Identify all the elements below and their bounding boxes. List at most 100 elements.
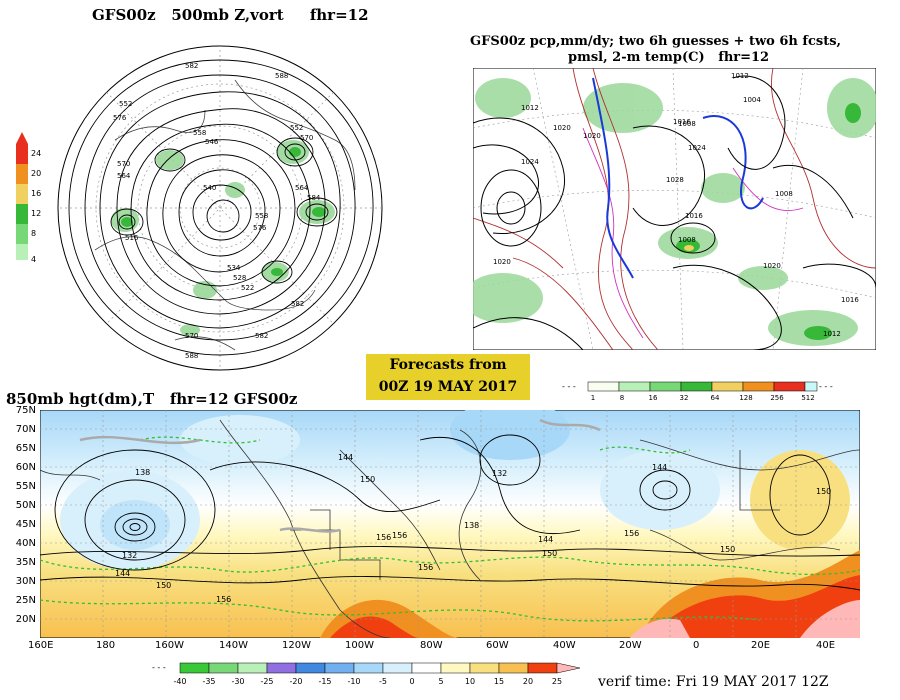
- height-contour-label: 570: [185, 332, 198, 340]
- height-label: 144: [338, 453, 353, 462]
- colorbar-label: 24: [31, 149, 41, 158]
- map-850mb: 138 144 150 144 132 156 132 144 156 150 …: [40, 410, 860, 638]
- lon-label: 160W: [155, 640, 184, 651]
- colorbar-label: 256: [770, 394, 784, 402]
- lon-label: 120W: [282, 640, 311, 651]
- lon-label: 100W: [345, 640, 374, 651]
- lon-label: 160E: [28, 640, 54, 651]
- height-label: 150: [542, 549, 557, 558]
- isobar-label: 1008: [678, 236, 696, 244]
- colorbar-swatch: [804, 381, 818, 392]
- colorbar-swatch: [742, 381, 775, 392]
- isobar-label: 1024: [521, 158, 539, 166]
- svg-text:- - -: - - -: [819, 382, 833, 391]
- lat-label: 20N: [15, 614, 36, 625]
- lat-label: 60N: [15, 462, 36, 473]
- colorbar-label: 16: [649, 394, 658, 402]
- colorbar-label: -15: [318, 677, 331, 686]
- isobar-label: 1016: [673, 118, 691, 126]
- height-contour-label: 582: [291, 300, 304, 308]
- lon-label: 140W: [219, 640, 248, 651]
- colorbar-swatch: [587, 381, 620, 392]
- height-contour-label: 558: [255, 212, 268, 220]
- colorbar-swatch: [649, 381, 682, 392]
- height-contour-label: 582: [185, 62, 198, 70]
- lat-label: 30N: [15, 576, 36, 587]
- polar-stereo-map: 582 588 552 576 570 564 540 558 546 534 …: [57, 45, 383, 371]
- verif-time: verif time: Fri 19 MAY 2017 12Z: [598, 674, 829, 690]
- svg-text:- - -: - - -: [562, 382, 576, 391]
- panel-pcp-title-line1: GFS00z pcp,mm/dy; two 6h guesses + two 6…: [470, 34, 842, 49]
- lat-label: 35N: [15, 557, 36, 568]
- panel-850mb-title: 850mb hgt(dm),T fhr=12 GFS00z: [6, 390, 298, 408]
- lat-label: 75N: [15, 405, 36, 416]
- lat-label: 45N: [15, 519, 36, 530]
- colorbar-arrow-top: [16, 132, 28, 144]
- height-label: 144: [538, 535, 553, 544]
- height-label: 132: [122, 551, 137, 560]
- pcp-pmsl-map: 1012 1024 1020 1008 1016 1024 1020 1004 …: [473, 68, 876, 350]
- isobar-label: 1020: [763, 262, 781, 270]
- isobar-label: 1012: [823, 330, 841, 338]
- height-contour-label: 576: [113, 114, 127, 122]
- colorbar-swatch: [266, 662, 297, 674]
- isobar-label: 1012: [521, 104, 539, 112]
- isobar-label: 1016: [685, 212, 703, 220]
- lon-label: 20W: [619, 640, 642, 651]
- height-label: 144: [115, 569, 130, 578]
- height-label: 156: [624, 529, 639, 538]
- isobar-label: 1008: [678, 120, 696, 128]
- height-contour-label: 552: [119, 100, 132, 108]
- colorbar-swatch: [498, 662, 529, 674]
- height-contour-label: 552: [290, 124, 303, 132]
- colorbar-swatch: [324, 662, 355, 674]
- colorbar-swatch: [618, 381, 651, 392]
- height-contour-label: 584: [307, 194, 321, 202]
- height-label: 156: [418, 563, 433, 572]
- colorbar-label: 8: [620, 394, 624, 402]
- colorbar-label: 12: [31, 209, 41, 218]
- colorbar-label: 128: [739, 394, 752, 402]
- colorbar-arrow-end: [556, 662, 581, 674]
- panel-500mb-title: GFS00z 500mb Z,vort fhr=12: [92, 6, 369, 24]
- colorbar-label: 20: [31, 169, 41, 178]
- height-label: 156: [216, 595, 231, 604]
- banner-line1: Forecasts from: [389, 357, 507, 373]
- isobar-label: 1012: [731, 72, 749, 80]
- panel-pcp-title-line2: pmsl, 2-m temp(C) fhr=12: [568, 50, 770, 65]
- height-contour-label: 570: [300, 134, 313, 142]
- height-label: 150: [360, 475, 375, 484]
- lon-label: 40W: [553, 640, 576, 651]
- height-label: 150: [720, 545, 735, 554]
- colorbar-label: 64: [711, 394, 720, 402]
- colorbar-label: 0: [409, 677, 414, 686]
- colorbar-swatch: [440, 662, 471, 674]
- height-contour-label: 528: [233, 274, 246, 282]
- height-contour-label: 522: [241, 284, 254, 292]
- height-label: 138: [464, 521, 479, 530]
- colorbar-label: 10: [465, 677, 475, 686]
- colorbar-swatch: [237, 662, 268, 674]
- colorbar-label: 25: [552, 677, 562, 686]
- isobar-label: 1004: [743, 96, 761, 104]
- colorbar-swatch: [208, 662, 239, 674]
- lon-label: 80W: [420, 640, 443, 651]
- colorbar-label: 32: [680, 394, 689, 402]
- lon-axis: 160E 180 160W 140W 120W 100W 80W 60W 40W…: [0, 640, 900, 656]
- lat-label: 70N: [15, 424, 36, 435]
- height-contour-label: 516: [125, 234, 139, 242]
- isobar-label: 1024: [688, 144, 706, 152]
- svg-text:- - -: - - -: [152, 663, 166, 672]
- height-contour-label: 534: [227, 264, 241, 272]
- vort-colorbar: 24 20 16 12 8 4: [16, 132, 41, 264]
- lat-label: 40N: [15, 538, 36, 549]
- height-contour-label: 564: [117, 172, 131, 180]
- lon-label: 60W: [486, 640, 509, 651]
- height-contour-label: 570: [117, 160, 130, 168]
- height-contour-label: 588: [275, 72, 288, 80]
- colorbar-label: -30: [231, 677, 244, 686]
- lat-label: 25N: [15, 595, 36, 606]
- lon-label: 180: [96, 640, 116, 651]
- height-label: 156: [376, 533, 391, 542]
- isobar-label: 1020: [553, 124, 571, 132]
